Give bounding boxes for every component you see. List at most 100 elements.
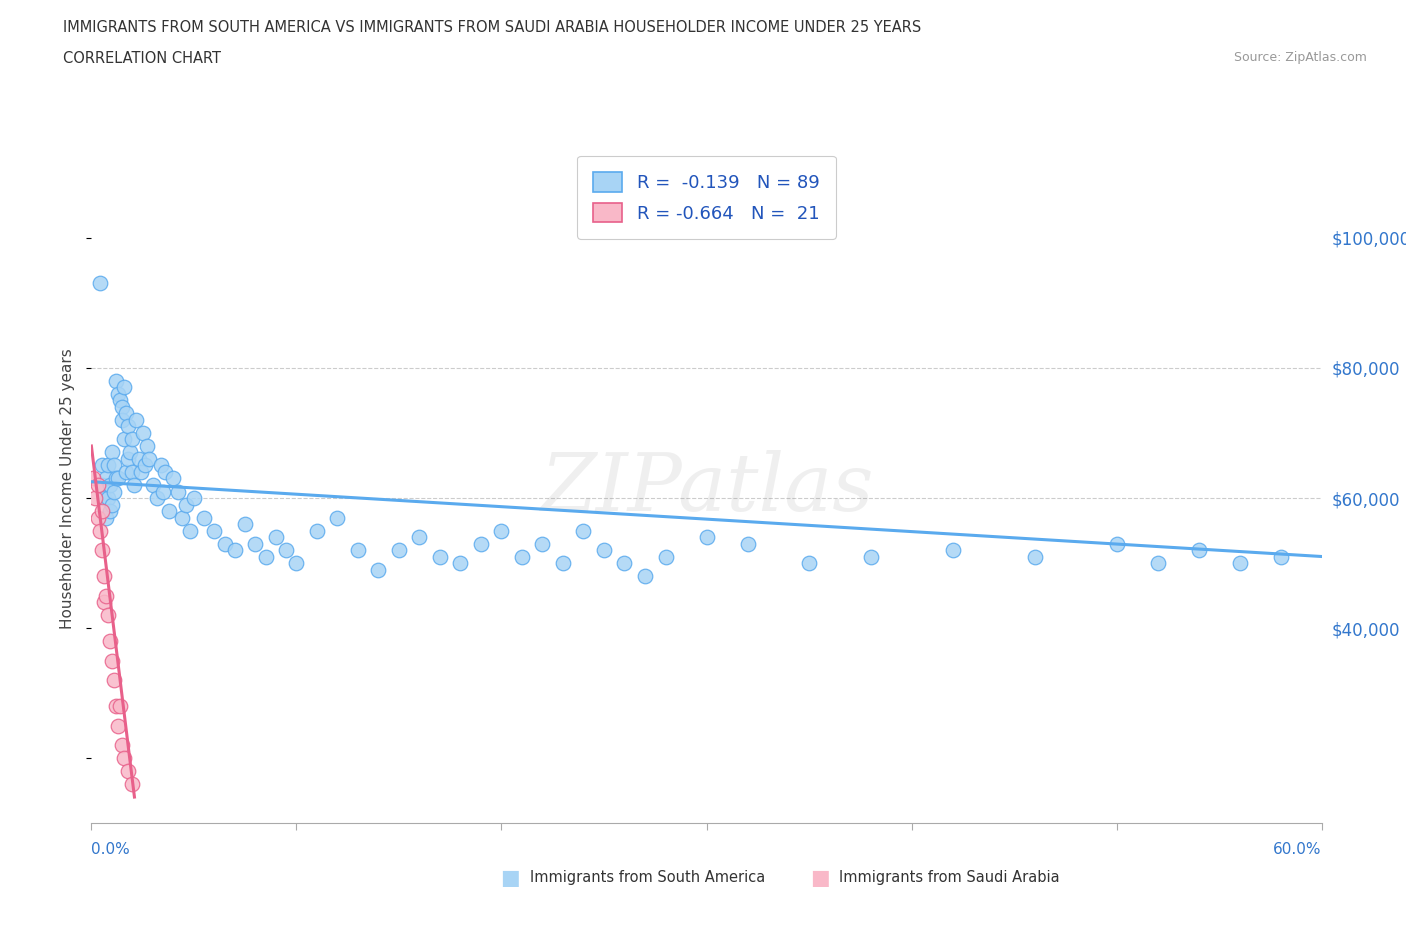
Point bbox=[276, 542, 298, 557]
Point bbox=[101, 497, 124, 512]
Point bbox=[111, 400, 134, 415]
Point bbox=[105, 698, 127, 713]
Point bbox=[408, 529, 430, 544]
Text: 60.0%: 60.0% bbox=[1274, 842, 1322, 857]
Point bbox=[135, 439, 157, 454]
Point bbox=[1024, 549, 1046, 564]
Point bbox=[146, 490, 169, 505]
Point bbox=[326, 510, 349, 525]
Point bbox=[98, 503, 121, 518]
Point bbox=[654, 549, 676, 564]
Point bbox=[245, 536, 267, 551]
Point bbox=[491, 523, 513, 538]
Point bbox=[183, 490, 205, 505]
Point bbox=[121, 432, 143, 447]
Point bbox=[108, 393, 131, 408]
Point bbox=[150, 458, 173, 473]
Point bbox=[859, 549, 882, 564]
Point bbox=[107, 718, 129, 733]
Point bbox=[89, 276, 111, 291]
Point bbox=[103, 672, 125, 687]
Point bbox=[429, 549, 451, 564]
Point bbox=[98, 478, 121, 493]
Point bbox=[347, 542, 370, 557]
Point bbox=[367, 562, 389, 577]
Point bbox=[142, 478, 165, 493]
Point bbox=[193, 510, 215, 525]
Point bbox=[157, 503, 180, 518]
Y-axis label: Householder Income Under 25 years: Householder Income Under 25 years bbox=[60, 348, 76, 629]
Point bbox=[115, 406, 138, 421]
Point bbox=[305, 523, 328, 538]
Point bbox=[254, 549, 277, 564]
Text: CORRELATION CHART: CORRELATION CHART bbox=[63, 51, 221, 66]
Point bbox=[470, 536, 492, 551]
Point bbox=[134, 458, 156, 473]
Point bbox=[214, 536, 236, 551]
Point bbox=[121, 777, 143, 791]
Point bbox=[107, 387, 129, 402]
Text: Source: ZipAtlas.com: Source: ZipAtlas.com bbox=[1233, 51, 1367, 64]
Point bbox=[111, 737, 134, 752]
Point bbox=[174, 497, 197, 512]
Point bbox=[593, 542, 616, 557]
Point bbox=[531, 536, 554, 551]
Point bbox=[152, 484, 174, 498]
Point bbox=[551, 555, 574, 570]
Point bbox=[233, 516, 256, 531]
Point bbox=[124, 478, 146, 493]
Text: Immigrants from Saudi Arabia: Immigrants from Saudi Arabia bbox=[839, 870, 1060, 885]
Point bbox=[82, 472, 104, 486]
Point bbox=[90, 503, 112, 518]
Point bbox=[166, 484, 188, 498]
Point bbox=[108, 698, 131, 713]
Point bbox=[138, 452, 160, 467]
Text: 0.0%: 0.0% bbox=[91, 842, 131, 857]
Point bbox=[90, 458, 112, 473]
Point bbox=[93, 490, 115, 505]
Point bbox=[112, 380, 135, 395]
Point bbox=[285, 555, 308, 570]
Point bbox=[153, 465, 177, 480]
Point bbox=[179, 523, 201, 538]
Point bbox=[120, 445, 142, 460]
Point bbox=[93, 594, 115, 609]
Point bbox=[98, 633, 121, 648]
Text: ■: ■ bbox=[810, 868, 830, 888]
Point bbox=[1105, 536, 1128, 551]
Point bbox=[634, 568, 657, 583]
Point bbox=[1187, 542, 1209, 557]
Point bbox=[105, 472, 127, 486]
Point bbox=[1146, 555, 1168, 570]
Point bbox=[84, 490, 107, 505]
Point bbox=[115, 465, 138, 480]
Point bbox=[103, 484, 125, 498]
Point bbox=[224, 542, 246, 557]
Point bbox=[1229, 555, 1251, 570]
Point bbox=[93, 568, 115, 583]
Point bbox=[1270, 549, 1292, 564]
Point bbox=[128, 452, 150, 467]
Text: IMMIGRANTS FROM SOUTH AMERICA VS IMMIGRANTS FROM SAUDI ARABIA HOUSEHOLDER INCOME: IMMIGRANTS FROM SOUTH AMERICA VS IMMIGRA… bbox=[63, 20, 921, 35]
Point bbox=[572, 523, 595, 538]
Point bbox=[613, 555, 636, 570]
Point bbox=[89, 523, 111, 538]
Point bbox=[117, 452, 139, 467]
Point bbox=[103, 458, 125, 473]
Point bbox=[94, 588, 117, 603]
Point bbox=[90, 478, 112, 493]
Point bbox=[97, 458, 120, 473]
Point bbox=[90, 542, 112, 557]
Legend: R =  -0.139   N = 89, R = -0.664   N =  21: R = -0.139 N = 89, R = -0.664 N = 21 bbox=[578, 156, 835, 239]
Point bbox=[449, 555, 471, 570]
Point bbox=[94, 510, 117, 525]
Point bbox=[129, 465, 152, 480]
Point bbox=[94, 472, 117, 486]
Point bbox=[97, 607, 120, 622]
Point bbox=[695, 529, 717, 544]
Point bbox=[105, 374, 127, 389]
Point bbox=[162, 472, 184, 486]
Text: ZIPatlas: ZIPatlas bbox=[540, 449, 873, 527]
Point bbox=[202, 523, 225, 538]
Point bbox=[86, 510, 108, 525]
